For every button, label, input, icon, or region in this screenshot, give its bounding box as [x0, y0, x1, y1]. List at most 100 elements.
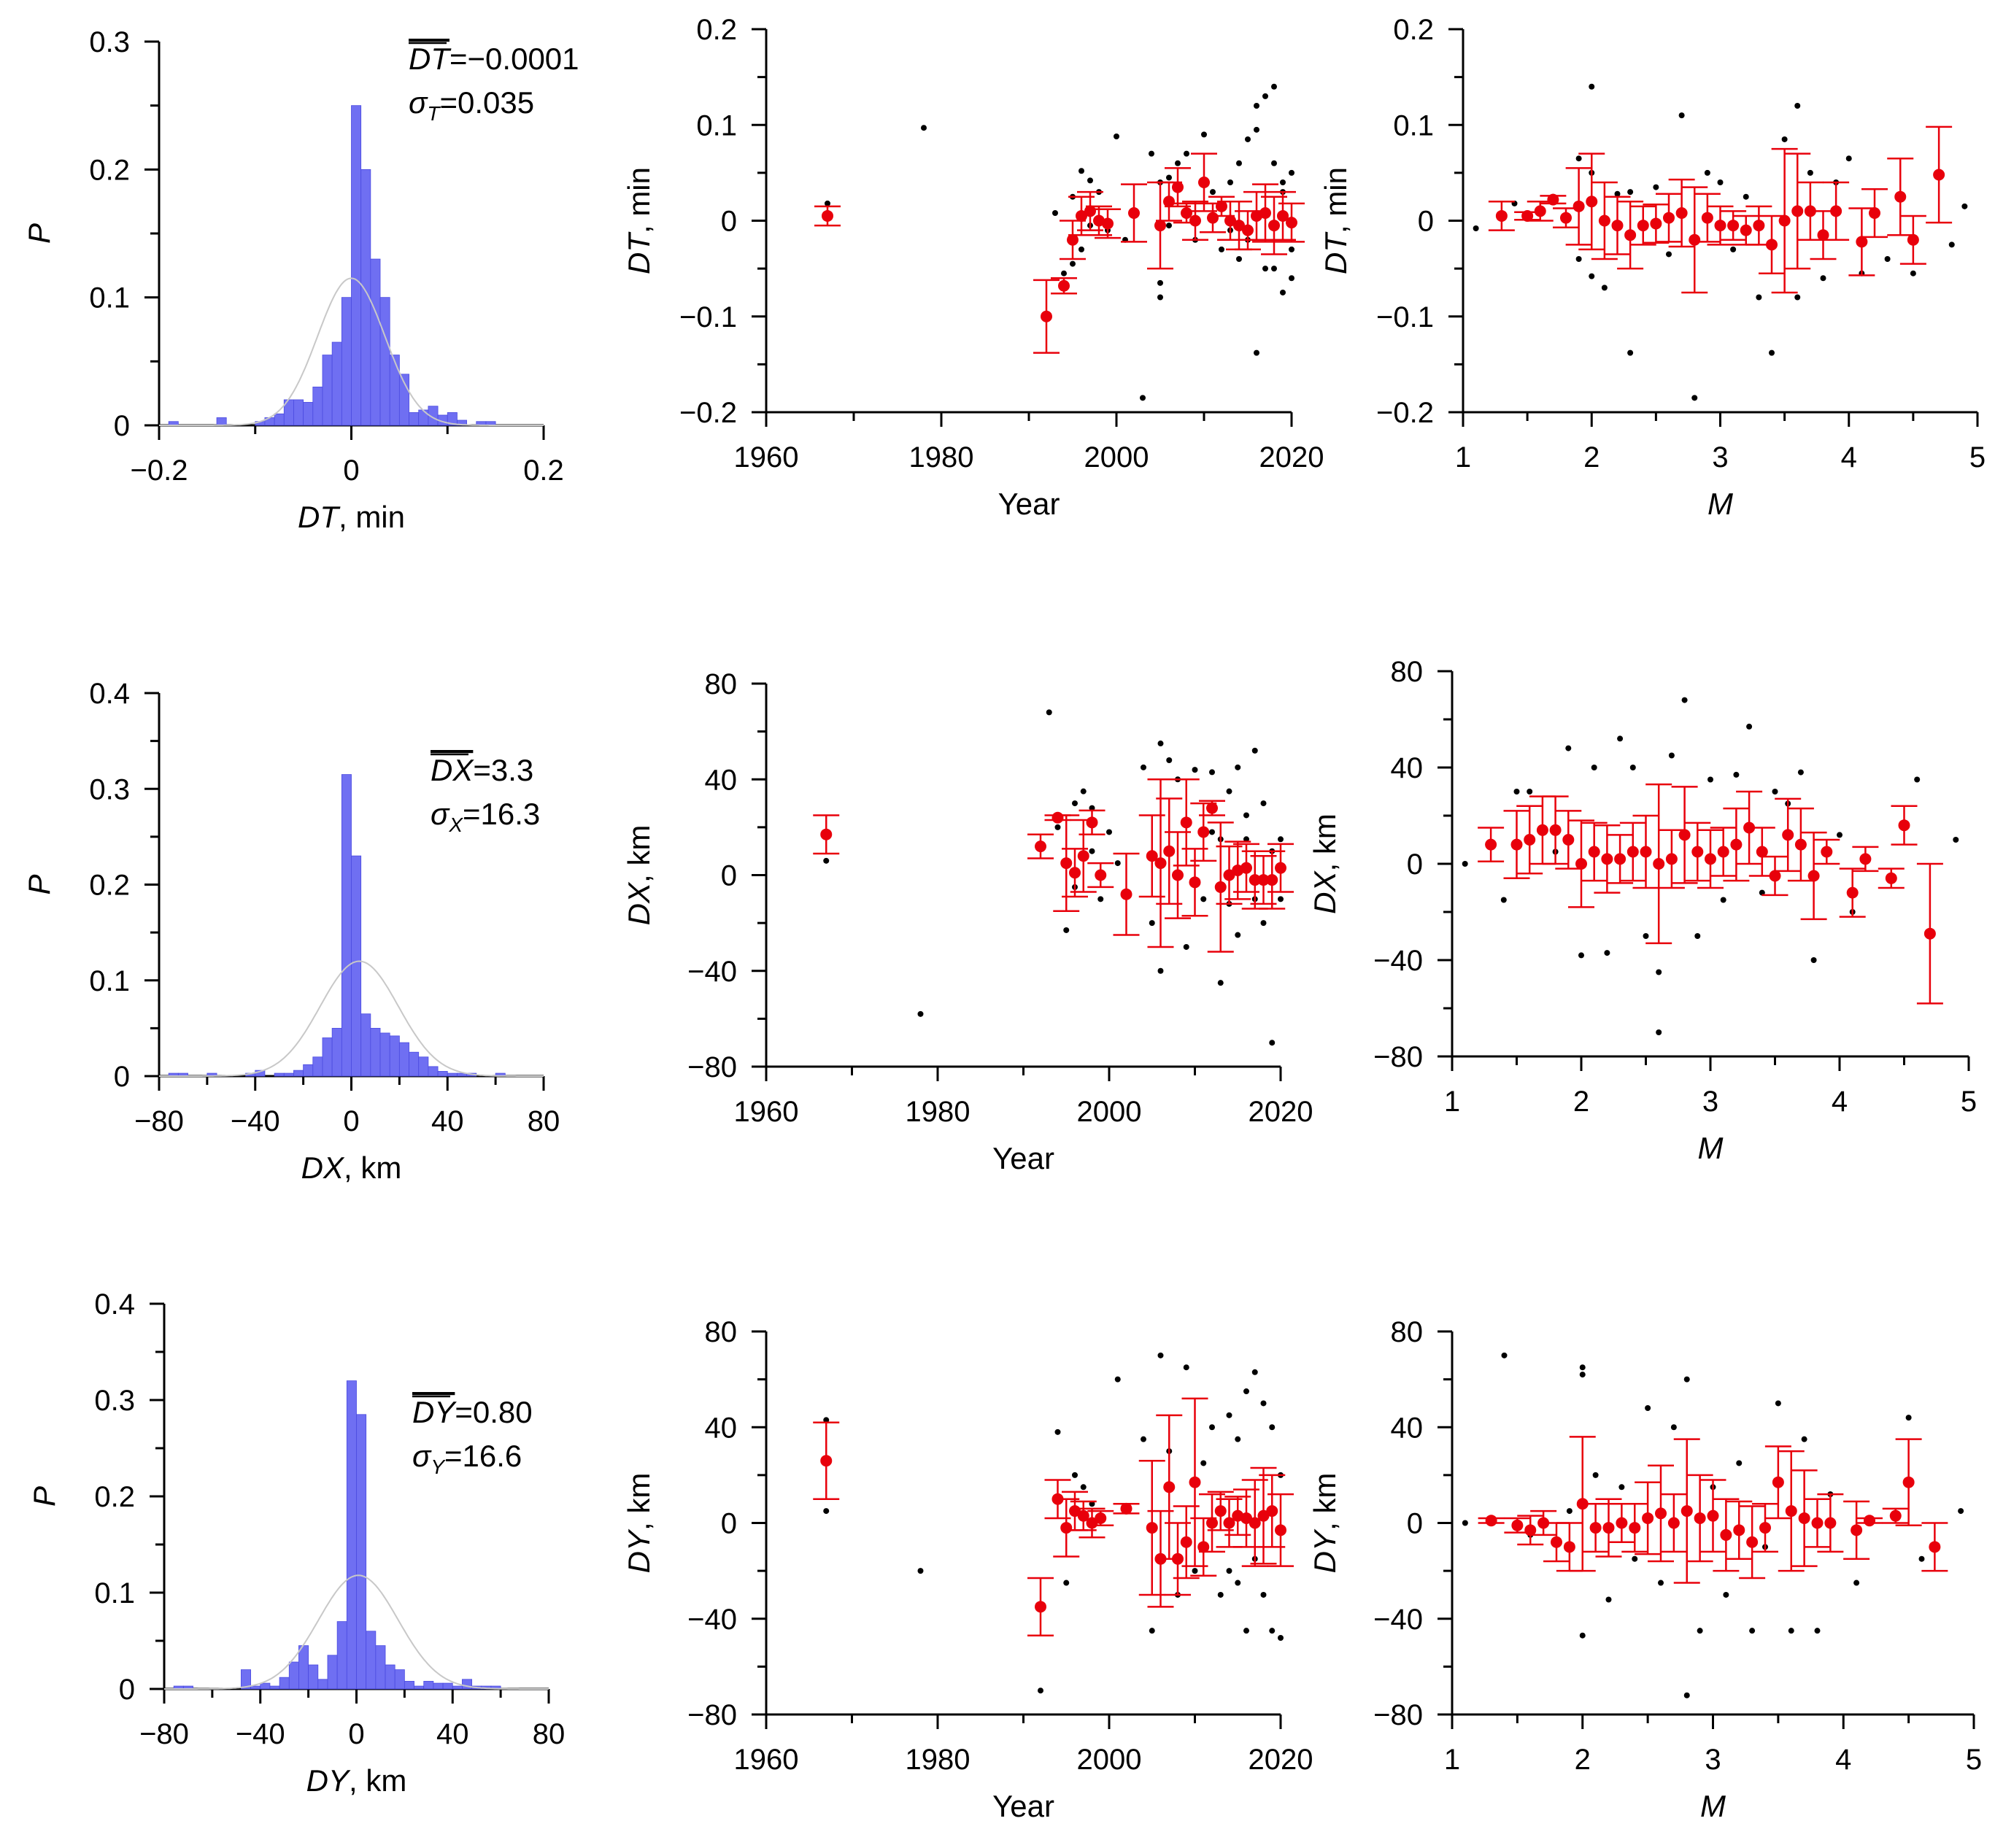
y-tick-label: −0.1	[679, 301, 737, 333]
mean-errorbar	[1191, 152, 1217, 212]
mean-point	[1223, 1517, 1235, 1529]
mean-point	[1240, 862, 1252, 874]
x-axis-label: Year	[992, 1789, 1054, 1823]
mean-errorbar	[1621, 1503, 1648, 1553]
data-point	[1114, 860, 1121, 867]
data-point	[1733, 771, 1740, 778]
histogram-bar	[303, 402, 314, 426]
histogram-bar	[260, 1682, 271, 1690]
mean-point	[820, 1455, 833, 1467]
x-tick-label: 1980	[906, 1744, 971, 1776]
mean-errorbar	[1635, 1481, 1662, 1555]
mean-errorbar	[1723, 807, 1750, 882]
mean-errorbar	[1686, 1474, 1713, 1563]
x-axis-label: DX, km	[301, 1151, 402, 1185]
histogram-bar	[346, 1380, 357, 1690]
mean-errorbar	[1843, 1500, 1870, 1560]
mean-point	[1766, 239, 1778, 251]
x-tick-label: 80	[533, 1718, 566, 1750]
mean-point	[1830, 205, 1842, 217]
histogram-bar	[303, 1064, 314, 1077]
histogram-bar	[360, 1013, 371, 1077]
data-point	[1157, 741, 1164, 747]
x-tick-label: 2020	[1259, 441, 1324, 473]
histogram-bar	[437, 1071, 448, 1077]
mean-errorbar	[1810, 210, 1837, 260]
data-point	[1210, 189, 1216, 196]
data-point	[1914, 776, 1921, 783]
x-tick-label: 1960	[734, 1744, 799, 1776]
x-tick-label: −80	[139, 1718, 189, 1750]
y-tick-label: 80	[1391, 656, 1424, 688]
mean-errorbar	[1673, 1438, 1700, 1584]
histogram-bar	[336, 1621, 347, 1690]
mean-point	[1785, 1505, 1797, 1518]
data-point	[1243, 1388, 1249, 1395]
mean-errorbar	[1095, 208, 1121, 239]
mean-point	[1095, 869, 1107, 881]
stat-name: σ	[412, 1439, 432, 1473]
x-axis-label: M	[1700, 1789, 1726, 1823]
mean-errorbar	[1761, 855, 1788, 897]
histogram-bar	[216, 417, 227, 426]
mean-point	[1575, 858, 1587, 870]
data-point	[1820, 275, 1826, 282]
mean-errorbar	[1713, 1498, 1740, 1572]
y-tick-label: 0.4	[89, 678, 130, 710]
mean-errorbar	[1787, 807, 1814, 882]
mean-errorbar	[1267, 1493, 1294, 1567]
data-point	[1670, 1424, 1677, 1431]
data-point	[1157, 967, 1164, 974]
histogram-bar	[341, 774, 352, 1077]
data-point	[1579, 1364, 1586, 1371]
data-point	[1046, 709, 1052, 716]
mean-errorbar	[1643, 203, 1670, 244]
mean-point	[1759, 1522, 1771, 1534]
mean-point	[1485, 838, 1497, 851]
y-tick-label: 0.2	[1393, 14, 1434, 46]
data-point	[1807, 169, 1813, 176]
mean-errorbar	[1543, 1522, 1570, 1563]
y-tick-label: 0	[1418, 206, 1434, 238]
data-point	[1501, 1352, 1508, 1358]
mean-point	[1035, 1601, 1046, 1613]
mean-errorbar	[1694, 193, 1721, 243]
mean-point	[1923, 927, 1936, 940]
x-axis-label: Year	[992, 1141, 1054, 1175]
stat-subscript: Y	[431, 1455, 446, 1478]
mean-point	[1214, 881, 1227, 893]
stat-label: σT=0.035	[409, 85, 534, 125]
x-tick-label: 4	[1832, 1086, 1848, 1118]
mean-errorbar	[1578, 152, 1605, 251]
mean-errorbar	[1027, 833, 1054, 859]
y-tick-label: −80	[687, 1699, 737, 1731]
data-point	[1235, 932, 1241, 938]
mean-errorbar	[1771, 147, 1798, 294]
mean-errorbar	[1594, 824, 1621, 894]
mean-point	[1206, 1517, 1218, 1529]
mean-errorbar	[1778, 1450, 1805, 1572]
data-point	[1262, 266, 1268, 272]
mean-point	[1624, 229, 1637, 241]
data-point	[1462, 861, 1468, 867]
data-point	[1500, 897, 1507, 903]
mean-point	[1067, 233, 1078, 246]
data-point	[1209, 829, 1215, 835]
mean-errorbar	[1608, 1503, 1635, 1543]
x-axis-label-unit: , min	[339, 500, 405, 534]
mean-point	[1740, 224, 1752, 236]
histogram-bar	[379, 1032, 390, 1077]
histogram-bar	[341, 297, 352, 426]
data-point	[1653, 184, 1659, 190]
mean-errorbar	[1278, 202, 1305, 243]
mean-point	[1769, 870, 1781, 882]
mean-errorbar	[1270, 190, 1296, 241]
mean-point	[1720, 1528, 1732, 1541]
mean-errorbar	[1199, 800, 1225, 816]
stat-value: =16.6	[444, 1439, 522, 1473]
x-tick-label: −0.2	[131, 455, 188, 487]
y-axis-label-unit: , km	[622, 825, 656, 883]
mean-errorbar	[1121, 183, 1147, 243]
stat-value: =0.035	[439, 85, 534, 120]
